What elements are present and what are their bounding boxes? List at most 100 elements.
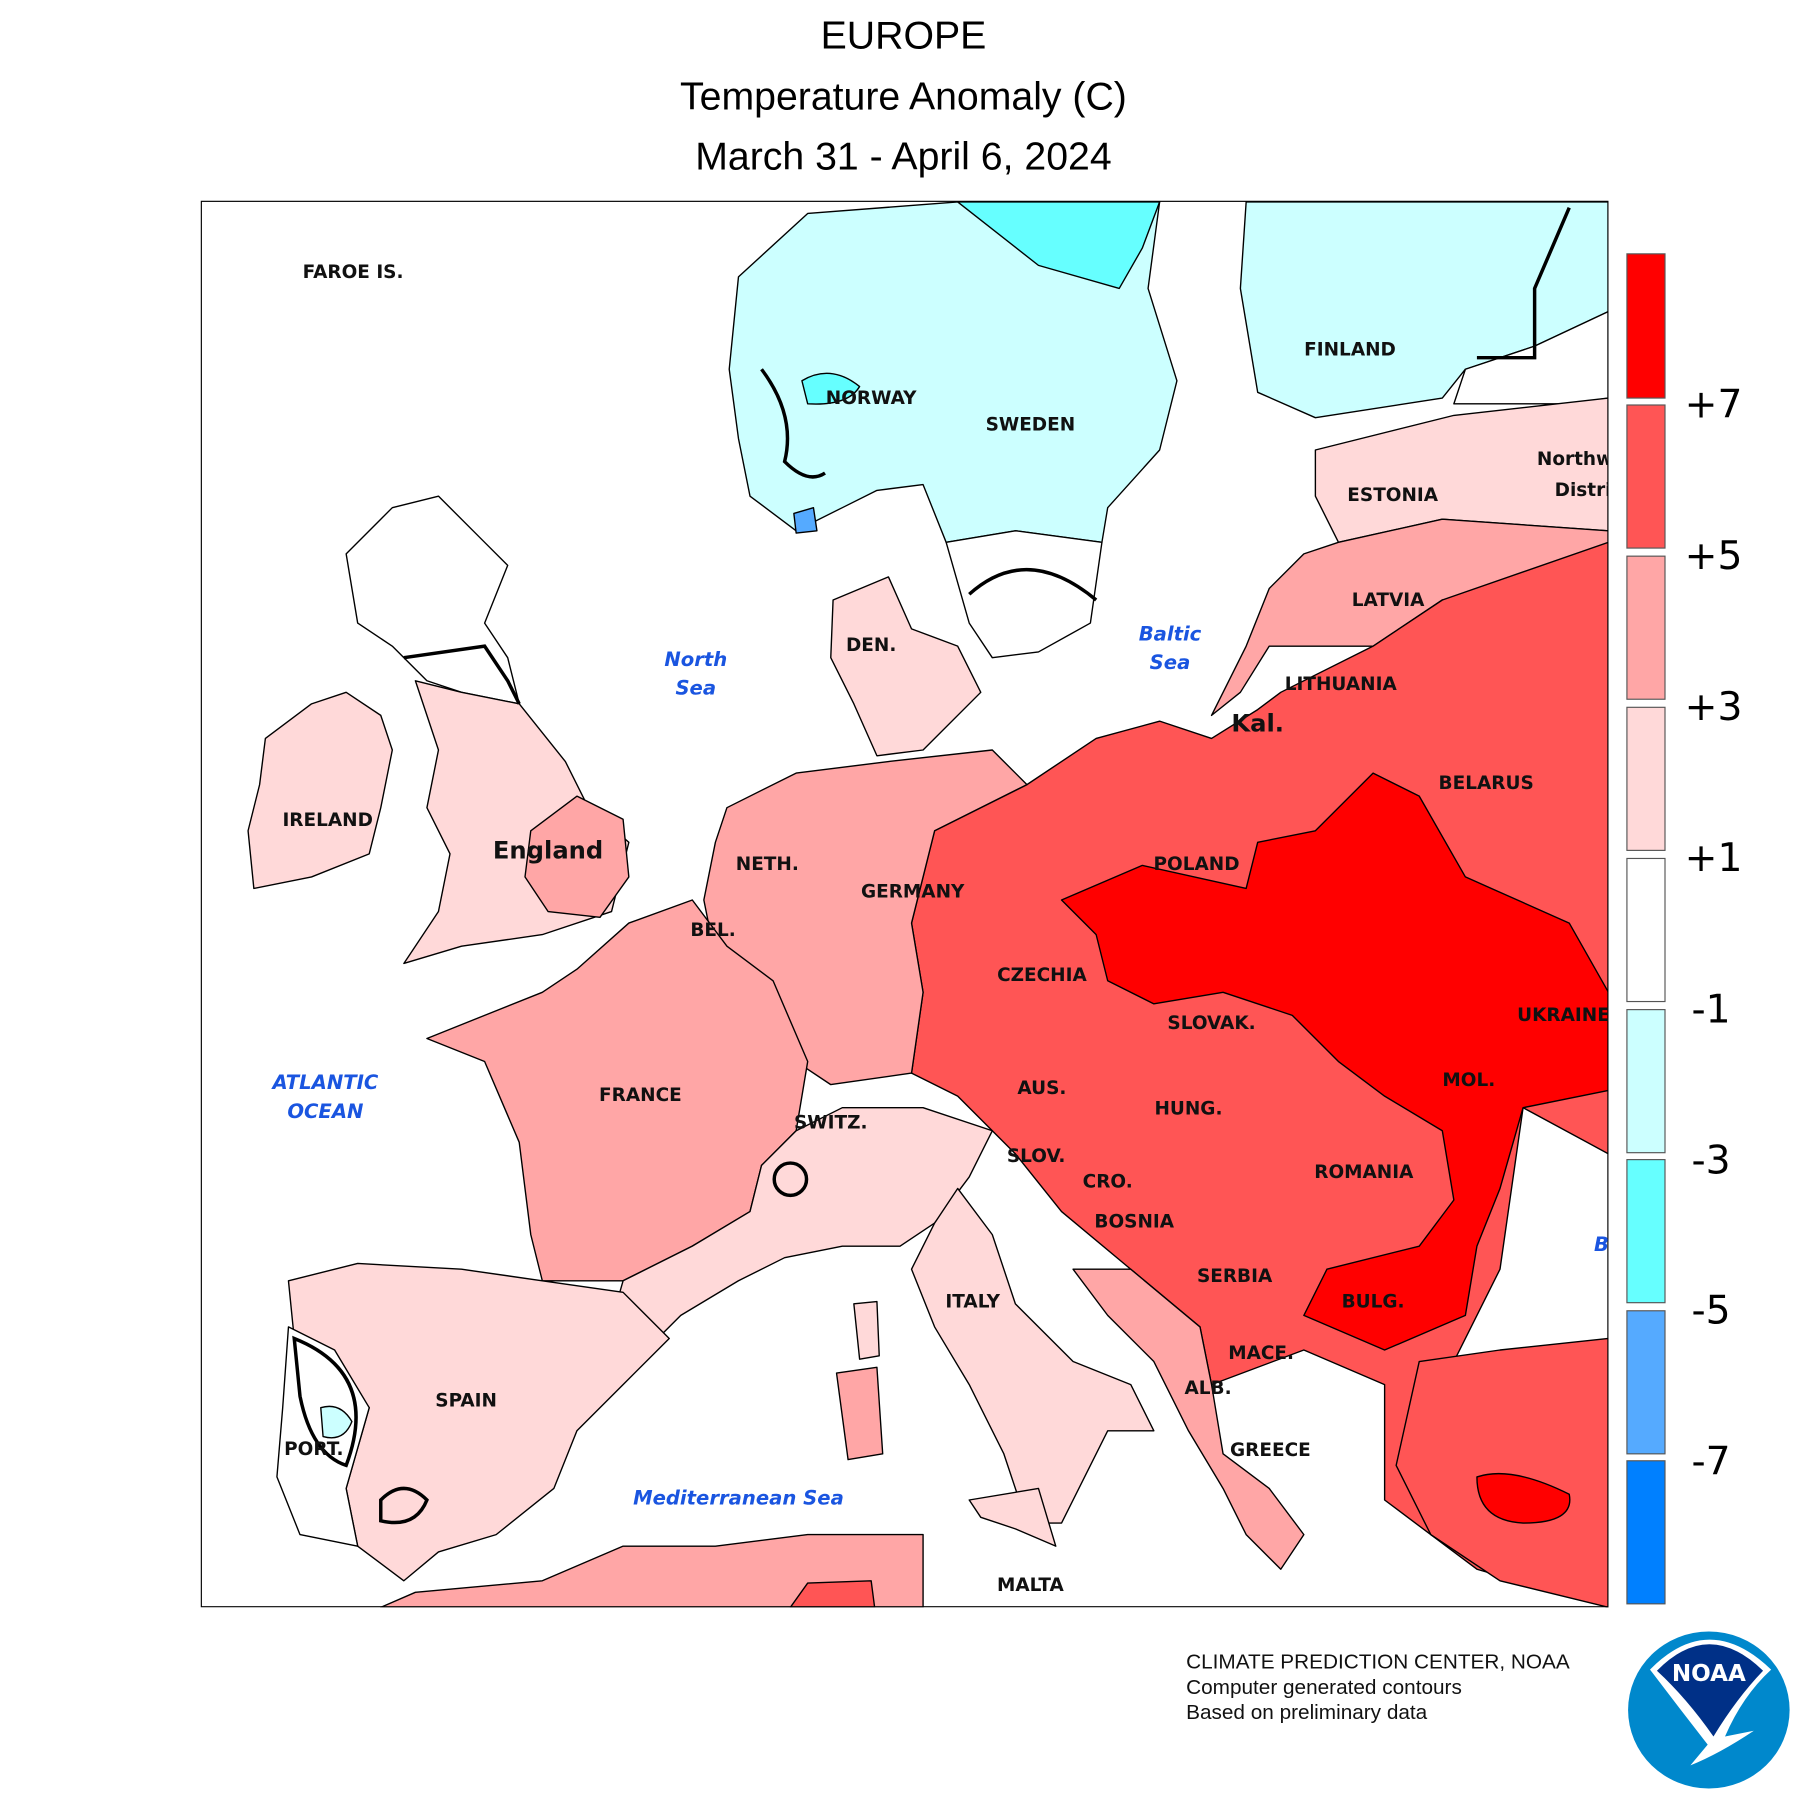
label-north-sea-1: North [664,648,727,671]
balkans-pink [1072,1268,1305,1570]
label-estonia: ESTONIA [1347,485,1438,506]
color-legend: +7 +5 +3 +1 -1 -3 -5 -7 [1626,253,1743,1605]
label-atlantic-1: ATLANTIC [270,1071,378,1094]
contour-line [968,567,1098,602]
label-slovenia: SLOV. [1007,1146,1066,1167]
label-belgium: BEL. [690,920,735,941]
finland-cyan [1239,201,1609,419]
portugal-cold-spot [320,1405,353,1439]
italy-light [910,1187,1155,1524]
label-greece: GREECE [1230,1440,1311,1461]
label-hungary: HUNG. [1154,1099,1222,1120]
baltics-pink [1210,518,1609,717]
label-latvia: LATVIA [1352,590,1425,611]
label-finland: FINLAND [1304,339,1396,360]
label-italy: ITALY [945,1291,1000,1312]
contour-line [760,368,826,479]
label-northwest: Northw [1537,449,1613,470]
title-variable: Temperature Anomaly (C) [680,75,1127,119]
legend-bin-m3-m5 [1626,1159,1666,1304]
legend-label: -7 [1692,1440,1731,1485]
label-germany: GERMANY [861,882,965,903]
label-atlantic-2: OCEAN [287,1100,363,1123]
legend-bin-lt-m7 [1626,1460,1666,1605]
sardinia [835,1366,884,1461]
contour-line [292,1335,358,1468]
label-mediterranean: Mediterranean Sea [633,1487,844,1510]
label-netherlands: NETH. [736,854,799,875]
label-czechia: CZECHIA [997,965,1087,986]
label-norway: NORWAY [826,388,917,409]
label-romania: ROMANIA [1314,1162,1414,1183]
legend-label: +3 [1685,685,1743,730]
legend-bin-m5-m7 [1626,1310,1666,1455]
contour-line [772,1161,809,1198]
legend-label: -3 [1692,1138,1731,1183]
legend-label: +1 [1685,836,1743,881]
label-france: FRANCE [599,1085,682,1106]
turkey-hot-spot [1476,1472,1571,1524]
legend-bin-gt7 [1626,253,1666,399]
contour-line [1476,207,1571,360]
label-kal: Kal. [1231,710,1284,738]
sicily [968,1487,1057,1547]
label-belarus: BELARUS [1439,773,1534,794]
title-dates: March 31 - April 6, 2024 [695,135,1111,179]
eastern-hot-core [1060,772,1609,1351]
label-bulgaria: BULG. [1342,1291,1405,1312]
alps-light [599,1106,993,1363]
label-denmark: DEN. [846,635,896,656]
denmark-light [830,576,982,757]
map-area: FAROE IS. NORWAY SWEDEN FINLAND ESTONIA … [200,200,1613,1608]
label-switzerland: SWITZ. [794,1112,868,1133]
footer-note-2: Based on preliminary data [1186,1701,1428,1724]
contour-line [379,1486,429,1525]
label-spain: SPAIN [435,1391,497,1412]
east-england-pink [524,795,630,918]
label-slovakia: SLOVAK. [1167,1013,1255,1034]
north-africa-hot-spot [789,1580,876,1608]
label-serbia: SERBIA [1197,1266,1273,1287]
footer-credit: CLIMATE PREDICTION CENTER, NOAA [1186,1650,1570,1673]
label-baltic-sea-2: Sea [1150,651,1191,674]
label-baltic-sea-1: Baltic [1139,622,1202,645]
label-bosnia: BOSNIA [1094,1212,1174,1233]
norway-colder-spot [793,506,818,534]
legend-label: -5 [1692,1288,1731,1333]
ireland-light [247,691,393,890]
label-district: Distri [1555,480,1612,501]
label-albania: ALB. [1185,1378,1232,1399]
scotland-white [345,495,520,705]
label-black-sea: B [1594,1233,1609,1256]
label-croatia: CRO. [1083,1171,1133,1192]
legend-bin-3-5 [1626,555,1666,700]
legend-label: +5 [1685,534,1743,579]
north-africa [380,1533,924,1608]
turkey-red [1395,1337,1609,1608]
noaa-logo-text: NOAA [1672,1661,1746,1687]
label-lithuania: LITHUANIA [1285,674,1398,695]
label-moldova: MOL. [1442,1070,1495,1091]
corsica [853,1300,880,1360]
label-faroe: FAROE IS. [303,262,404,283]
legend-bin-1-3 [1626,706,1666,851]
label-england: England [493,836,603,864]
label-poland: POLAND [1154,854,1240,875]
legend-bin-neutral [1626,857,1666,1003]
label-ukraine: UKRAINE [1517,1005,1610,1026]
label-ireland: IRELAND [282,810,372,831]
legend-bin-m1-m3 [1626,1009,1666,1154]
label-macedonia: MACE. [1228,1343,1294,1364]
label-sweden: SWEDEN [986,414,1076,435]
contour-line [403,644,521,705]
label-portugal: PORT. [284,1439,343,1460]
legend-label: -1 [1692,987,1731,1032]
footer-note-1: Computer generated contours [1186,1676,1462,1699]
title-region: EUROPE [821,13,987,57]
norway-cold-spot [801,372,861,405]
label-austria: AUS. [1017,1078,1066,1099]
legend-bin-5-7 [1626,404,1666,549]
legend-label: +7 [1685,383,1743,428]
label-north-sea-2: Sea [675,677,716,700]
